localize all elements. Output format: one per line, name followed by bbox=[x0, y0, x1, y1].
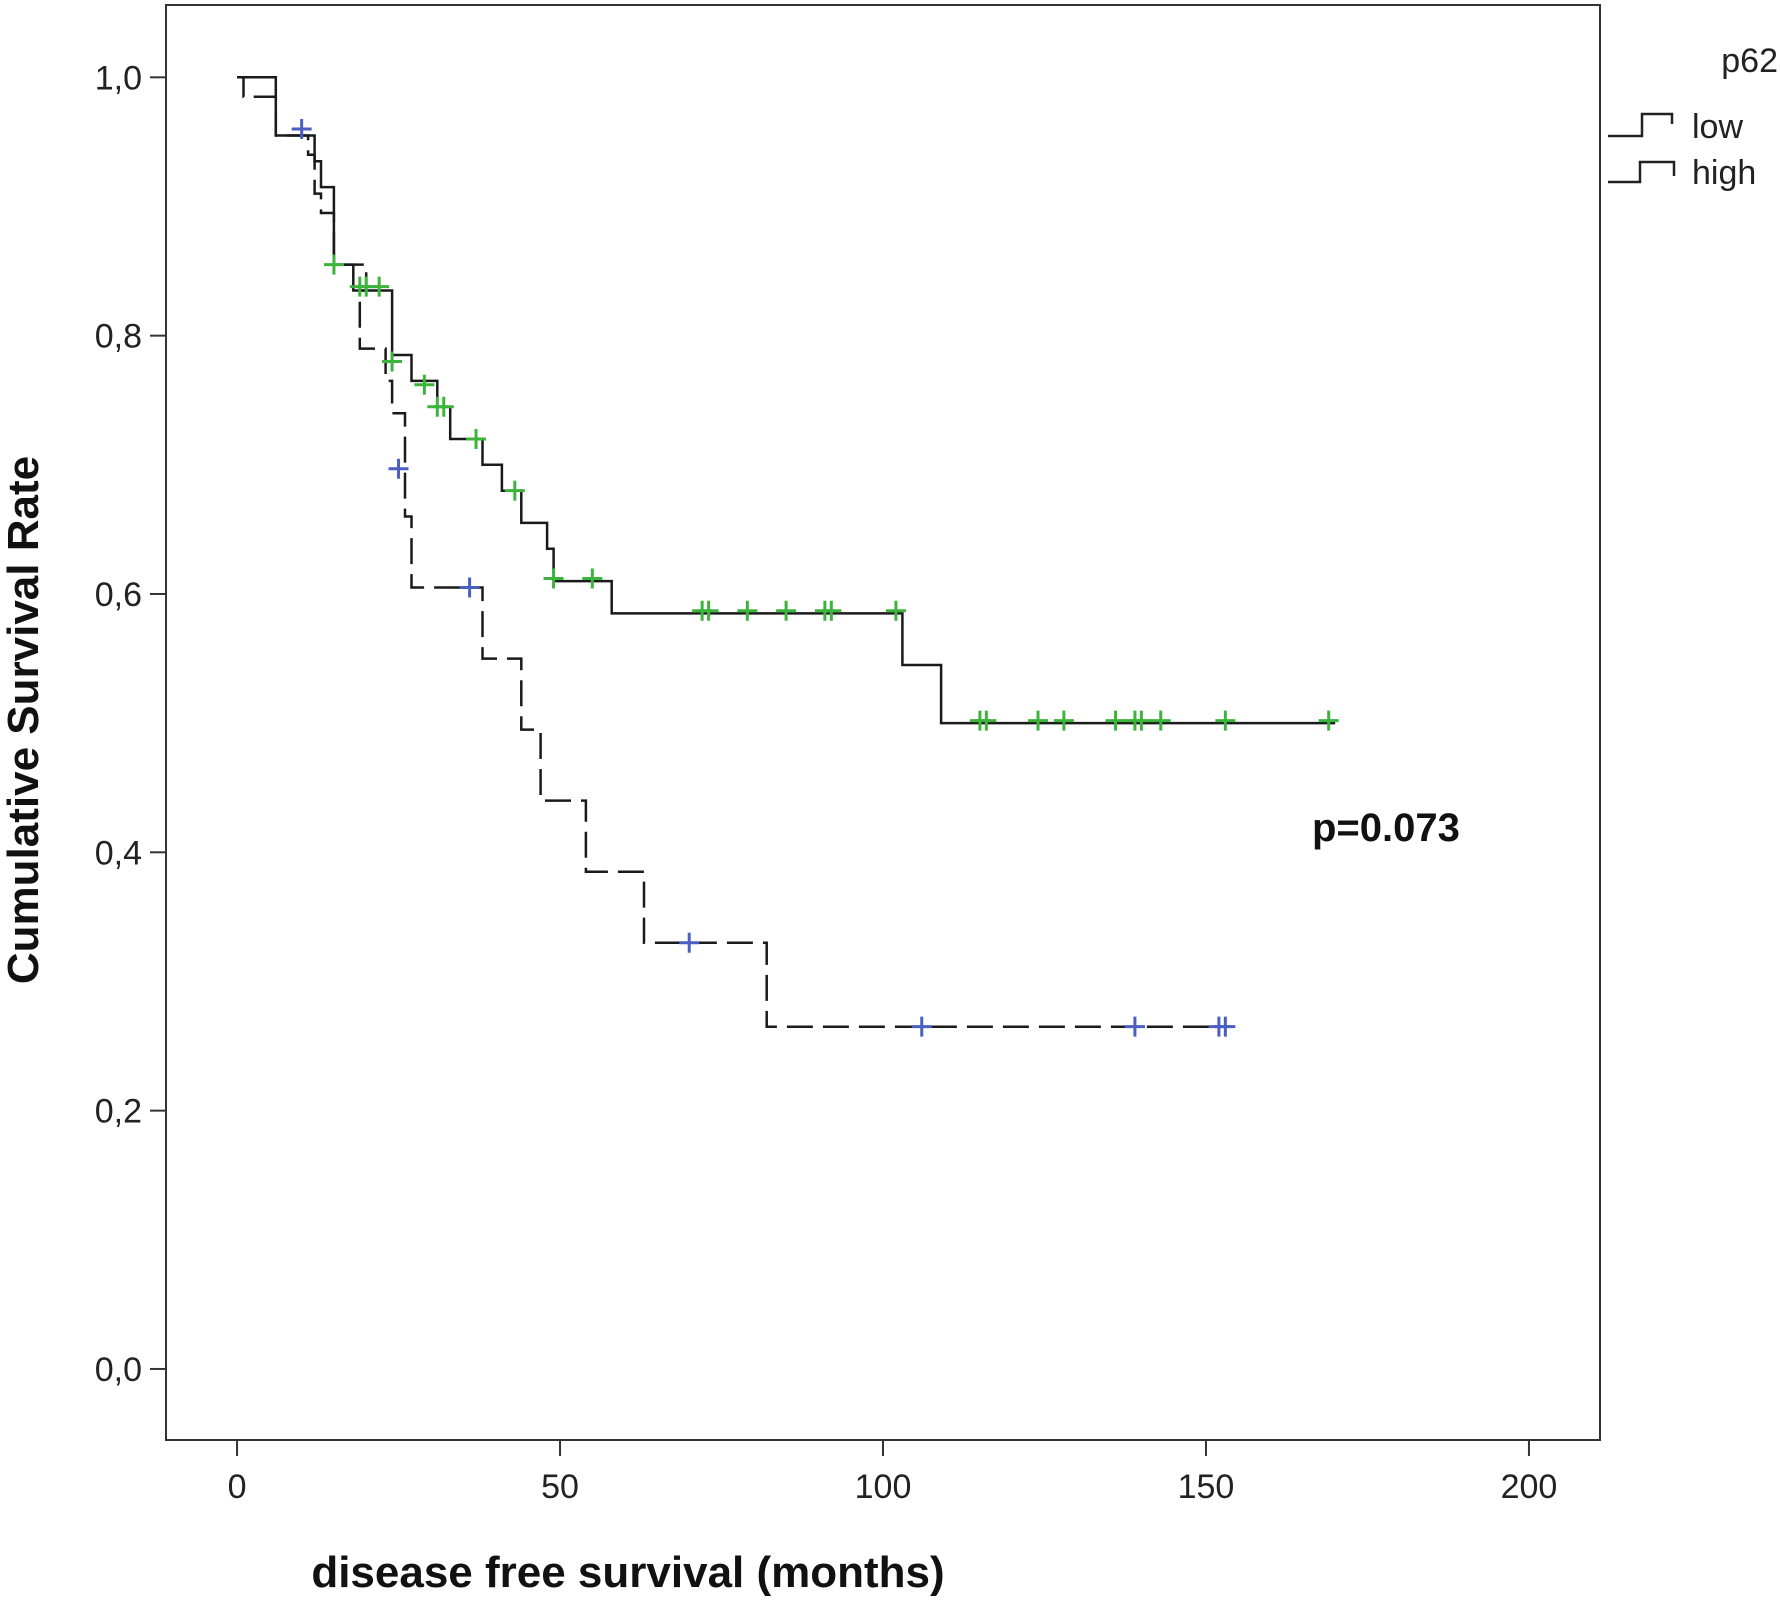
y-tick-label: 1,0 bbox=[95, 59, 142, 97]
censor-mark-high bbox=[323, 254, 344, 275]
censor-mark-high bbox=[821, 600, 842, 621]
censor-mark-low bbox=[911, 1016, 932, 1037]
legend-title: p62 bbox=[1721, 42, 1778, 80]
censor-mark-high bbox=[698, 600, 719, 621]
plot-frame bbox=[165, 4, 1601, 1441]
censor-mark-high bbox=[414, 374, 435, 395]
censor-layer bbox=[291, 118, 1339, 1037]
censor-mark-high bbox=[1028, 710, 1049, 731]
x-tick-label: 100 bbox=[855, 1468, 912, 1506]
censor-mark-low bbox=[1124, 1016, 1145, 1037]
legend-label-low: low bbox=[1692, 108, 1743, 146]
censor-mark-high bbox=[1318, 710, 1339, 731]
y-axis: 0,0 0,2 0,4 0,6 0,8 1,0 bbox=[95, 59, 166, 1389]
censor-mark-high bbox=[433, 396, 454, 417]
censor-mark-high bbox=[582, 568, 603, 589]
censor-mark-low bbox=[388, 458, 409, 479]
censor-mark-low bbox=[1215, 1016, 1236, 1037]
legend-swatch-high bbox=[1608, 160, 1676, 184]
censor-mark-high bbox=[1150, 710, 1171, 731]
censor-mark-high bbox=[737, 600, 758, 621]
censor-mark-high bbox=[504, 480, 525, 501]
censor-mark-high bbox=[1105, 710, 1126, 731]
legend-swatch-low bbox=[1608, 112, 1674, 138]
p-value-annotation: p=0.073 bbox=[1312, 806, 1460, 850]
y-tick-label: 0,6 bbox=[95, 576, 142, 614]
censor-mark-high bbox=[382, 351, 403, 372]
x-tick-label: 150 bbox=[1178, 1468, 1235, 1506]
legend: p62 low high bbox=[1608, 42, 1778, 192]
survival-curve-high bbox=[237, 76, 1336, 725]
censor-mark-low bbox=[459, 577, 480, 598]
censor-mark-high bbox=[369, 276, 390, 297]
x-tick-label: 0 bbox=[228, 1468, 247, 1506]
survival-curve-low bbox=[237, 76, 1232, 1028]
x-axis: 0 50 100 150 200 bbox=[228, 1440, 1558, 1506]
censor-mark-high bbox=[1053, 710, 1074, 731]
y-tick-label: 0,2 bbox=[95, 1093, 142, 1131]
censor-mark-high bbox=[543, 568, 564, 589]
series-layer bbox=[237, 76, 1336, 1028]
censor-mark-high bbox=[1131, 710, 1152, 731]
y-tick-label: 0,4 bbox=[95, 834, 142, 872]
censor-mark-high bbox=[885, 600, 906, 621]
y-tick-label: 0,8 bbox=[95, 318, 142, 356]
censor-mark-high bbox=[1215, 710, 1236, 731]
censor-mark-low bbox=[291, 118, 312, 139]
censor-mark-high bbox=[776, 600, 797, 621]
x-tick-label: 200 bbox=[1501, 1468, 1558, 1506]
legend-label-high: high bbox=[1692, 154, 1756, 192]
y-axis-title: Cumulative Survival Rate bbox=[0, 456, 48, 984]
censor-mark-low bbox=[679, 932, 700, 953]
x-tick-label: 50 bbox=[541, 1468, 579, 1506]
y-tick-label: 0,0 bbox=[95, 1351, 142, 1389]
censor-mark-high bbox=[466, 428, 487, 449]
x-axis-title: disease free survival (months) bbox=[311, 1548, 944, 1597]
censor-mark-high bbox=[976, 710, 997, 731]
